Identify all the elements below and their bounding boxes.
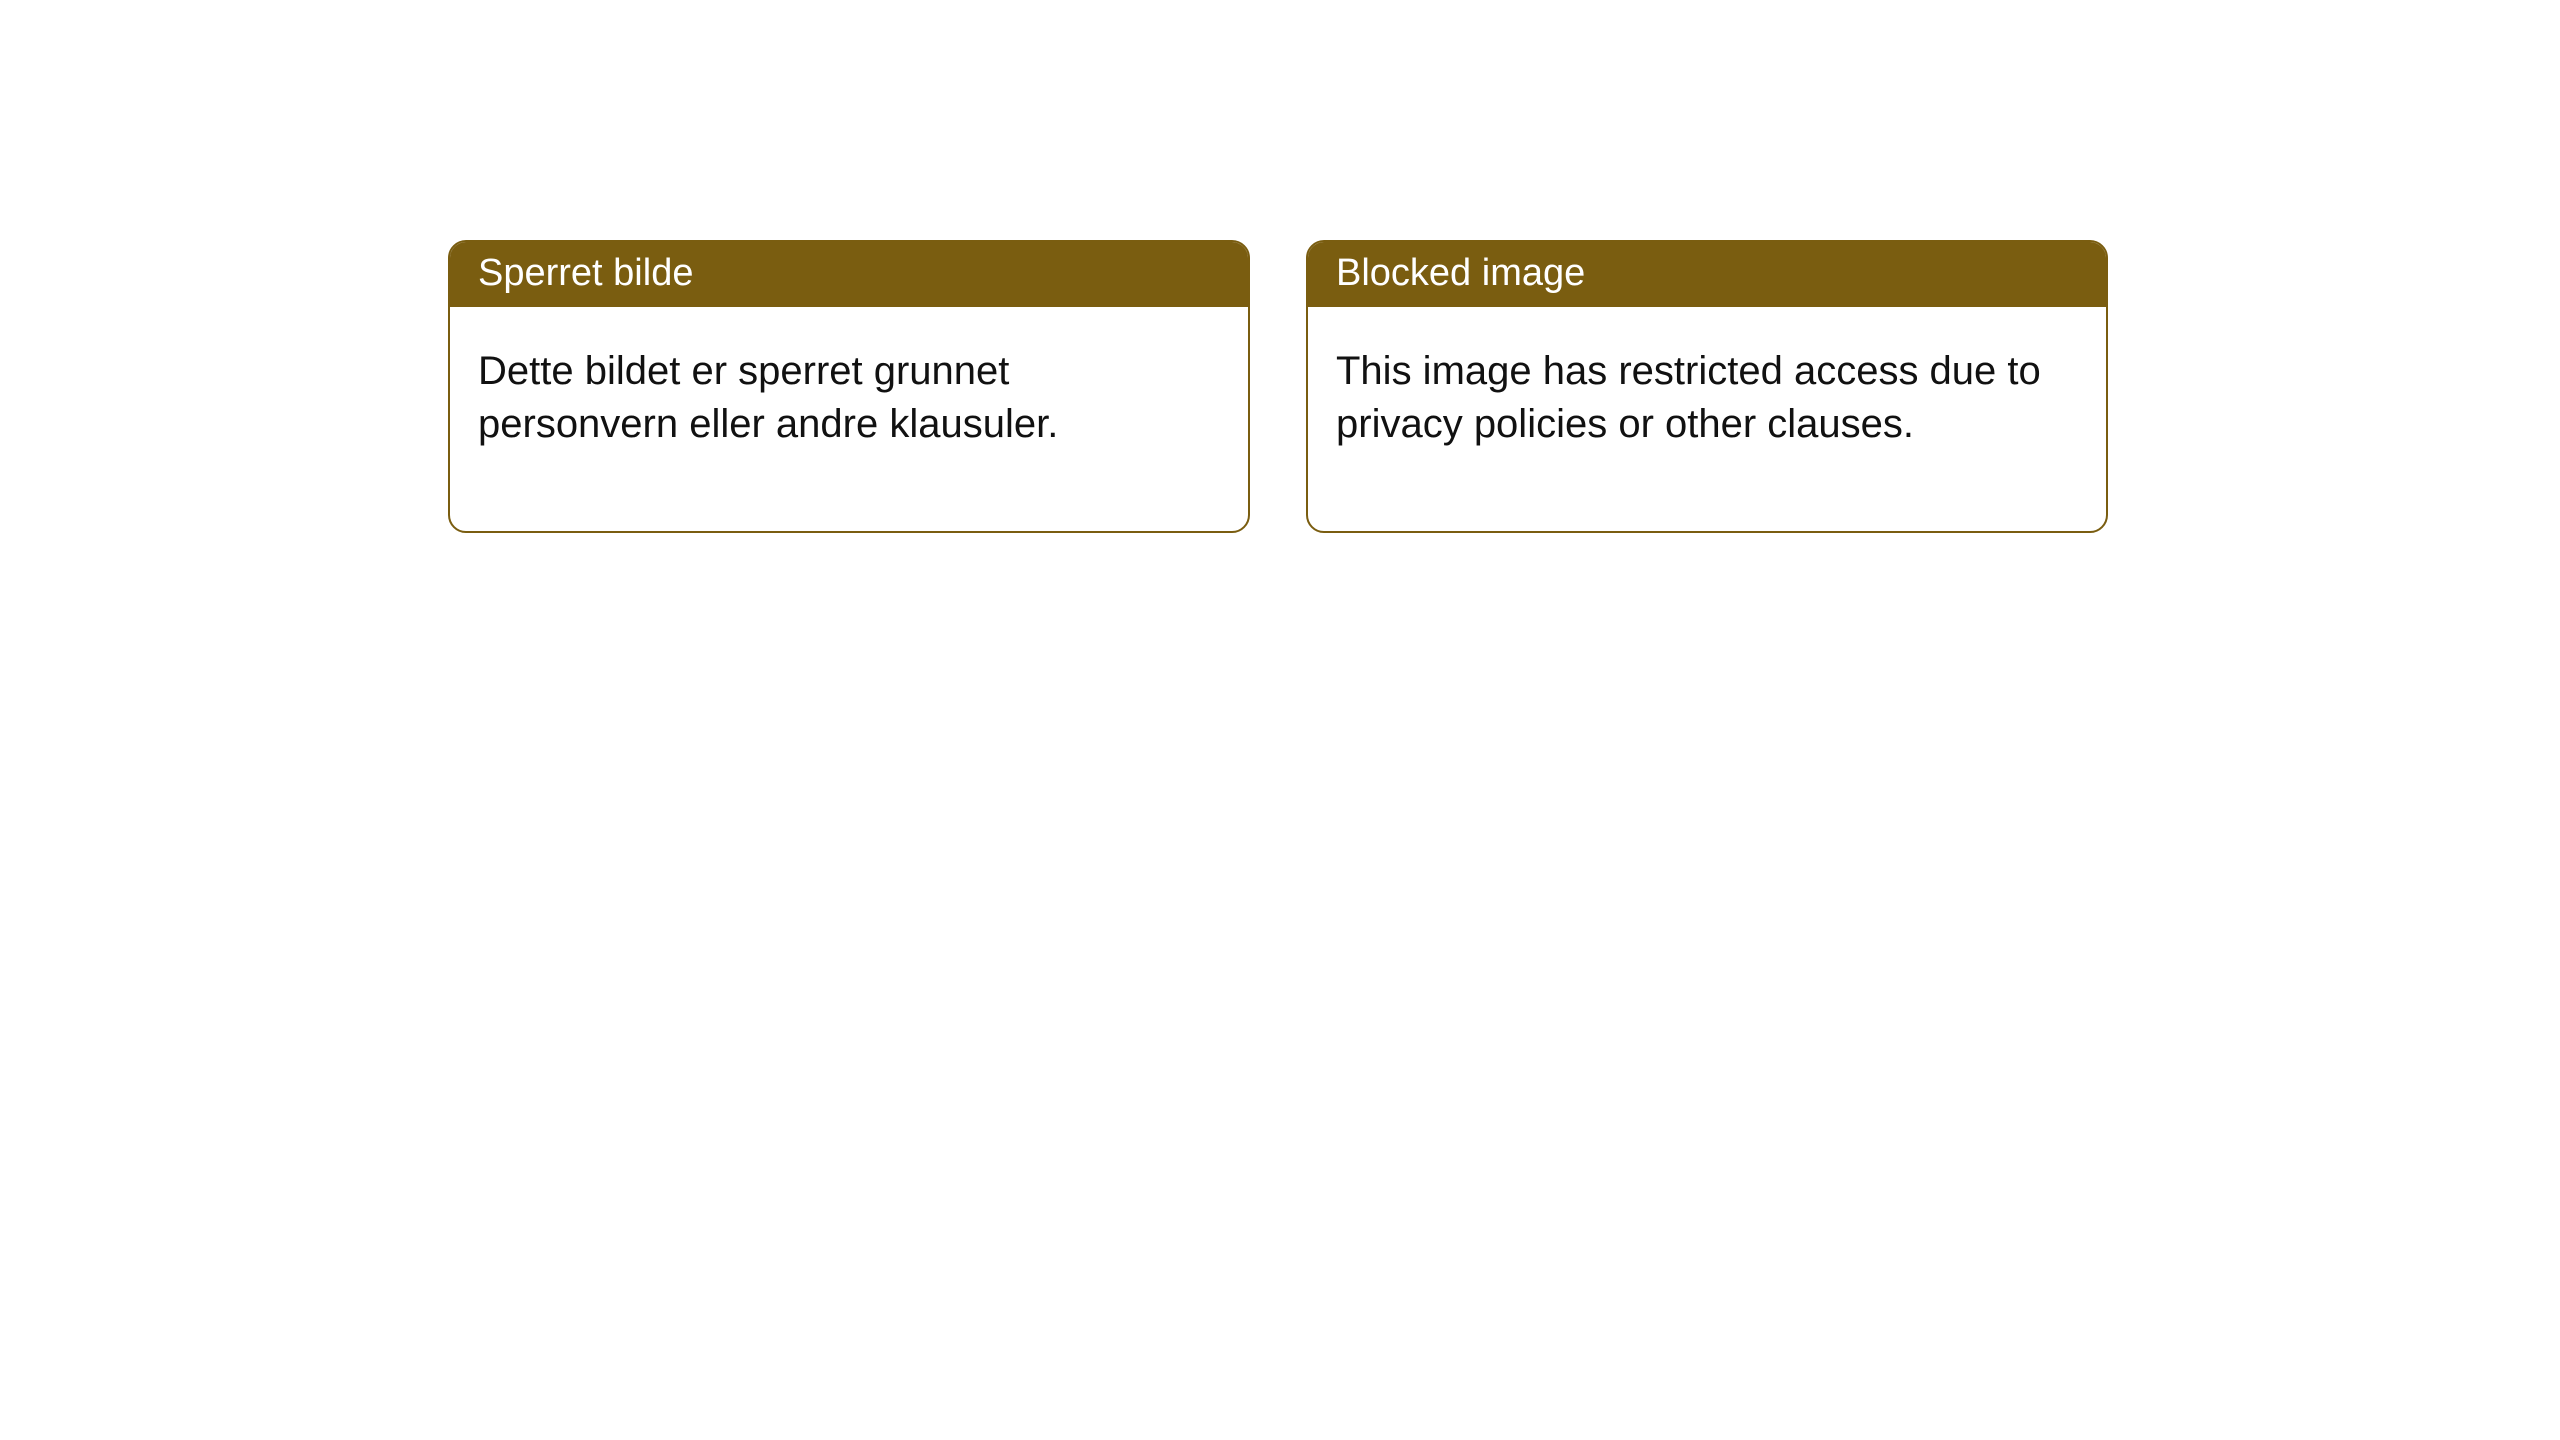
card-header: Sperret bilde xyxy=(450,242,1248,307)
card-message: Dette bildet er sperret grunnet personve… xyxy=(478,349,1058,446)
card-body: This image has restricted access due to … xyxy=(1308,307,2106,531)
card-title: Sperret bilde xyxy=(478,252,693,294)
notice-card-english: Blocked image This image has restricted … xyxy=(1306,240,2108,533)
card-body: Dette bildet er sperret grunnet personve… xyxy=(450,307,1248,531)
notice-card-norwegian: Sperret bilde Dette bildet er sperret gr… xyxy=(448,240,1250,533)
card-title: Blocked image xyxy=(1336,252,1585,294)
card-message: This image has restricted access due to … xyxy=(1336,349,2041,446)
notice-container: Sperret bilde Dette bildet er sperret gr… xyxy=(448,240,2108,533)
card-header: Blocked image xyxy=(1308,242,2106,307)
